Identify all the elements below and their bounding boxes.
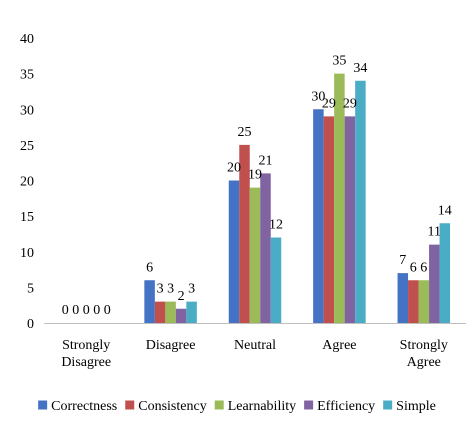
y-tick-label: 5 [27,281,34,296]
data-label: 2 [178,289,185,304]
data-label: 0 [104,303,111,318]
bar-simple [355,80,366,323]
y-tick-label: 0 [27,317,34,332]
data-label: 7 [399,253,406,268]
bar-simple [439,223,451,323]
legend: Correctness Consistency Learnability Effici… [38,399,436,414]
y-tick-label: 25 [20,139,34,154]
data-label: 3 [167,282,174,297]
legend-swatch-consistency [125,400,135,410]
data-label: 3 [188,282,195,297]
data-label: 3 [157,282,164,297]
bar-consistency [408,280,419,323]
category-labels: Strongly Disagree Disagree Neutral Agree Stro… [61,338,448,370]
data-label: 34 [353,61,367,76]
bar-efficiency [260,173,271,323]
bar-learnability [165,301,176,323]
legend-label-correctness: Correctness [51,399,117,414]
bar-simple [270,237,282,323]
data-label: 19 [248,168,262,183]
y-tick-label: 40 [20,32,34,47]
legend-label-efficiency: Efficiency [317,399,375,414]
bar-correctness [313,109,324,323]
bar-correctness [397,273,409,323]
legend-swatch-learnability [214,400,224,410]
data-label: 30 [311,89,325,104]
bar-correctness [144,280,155,323]
y-tick-label: 20 [20,175,34,190]
bar-learnability [418,280,430,323]
bar-consistency [154,301,166,323]
data-label: 11 [428,225,441,240]
data-label: 6 [410,260,417,275]
bars [144,73,451,323]
bar-learnability [249,187,261,323]
category-label: Agree [322,338,356,353]
legend-label-simple: Simple [396,399,436,414]
data-label: 14 [438,203,452,218]
data-label: 6 [420,260,427,275]
category-label: Disagree [61,355,111,370]
data-label: 25 [238,125,252,140]
bar-learnability [334,73,345,323]
data-label: 29 [322,96,336,111]
data-label: 21 [259,153,273,168]
legend-label-consistency: Consistency [138,399,206,414]
y-tick-label: 30 [20,103,34,118]
data-label: 29 [343,96,357,111]
legend-swatch-correctness [38,400,48,410]
bar-consistency [323,116,335,323]
legend-label-learnability: Learnability [228,399,296,414]
legend-swatch-efficiency [304,400,314,410]
bar-correctness [228,180,240,323]
data-label: 0 [93,303,100,318]
data-label: 35 [332,54,346,69]
bar-efficiency [344,116,356,323]
data-label: 0 [83,303,90,318]
bar-efficiency [429,244,440,323]
legend-swatch-simple [383,400,393,410]
y-tick-label: 15 [20,210,34,225]
bar-consistency [239,144,250,323]
category-label: Agree [407,355,441,370]
data-label: 12 [269,218,283,233]
data-label: 0 [72,303,79,318]
data-label: 6 [146,260,153,275]
data-label: 20 [227,161,241,176]
y-axis: 0 5 10 15 20 25 30 35 40 [20,32,34,332]
bar-efficiency [175,308,187,323]
category-label: Strongly [400,338,448,353]
bar-simple [186,301,197,323]
y-tick-label: 10 [20,246,34,261]
category-label: Disagree [146,338,196,353]
category-label: Strongly [62,338,110,353]
data-label: 0 [62,303,69,318]
y-tick-label: 35 [20,68,34,83]
category-label: Neutral [234,338,276,353]
